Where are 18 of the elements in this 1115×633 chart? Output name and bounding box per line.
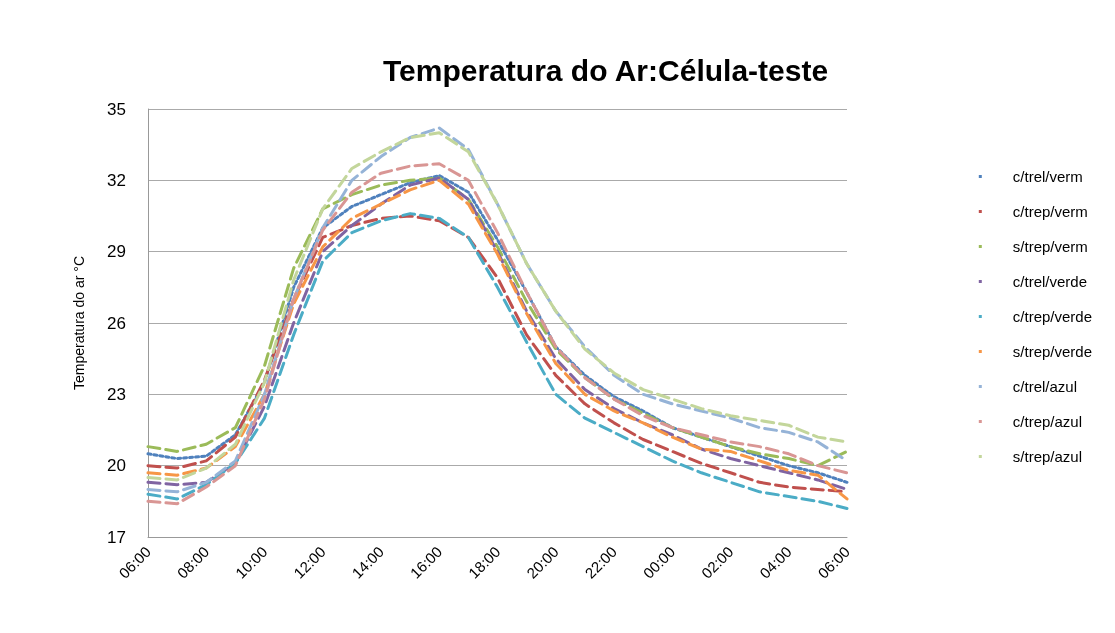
- legend-label: c/trel/verm: [1012, 168, 1083, 185]
- y-tick-label: 23: [107, 384, 126, 404]
- legend-label: c/trel/azul: [1012, 378, 1077, 395]
- y-tick-label: 26: [107, 313, 126, 333]
- y-tick-label: 20: [107, 456, 126, 476]
- legend-label: s/trep/verm: [1012, 238, 1088, 255]
- chart-title: Temperatura do Ar:Célula-teste: [383, 53, 829, 87]
- y-axis-title: Temperatura do ar °C: [71, 256, 87, 390]
- y-tick-label: 32: [107, 170, 126, 190]
- y-tick-label: 35: [107, 99, 126, 119]
- y-tick-label: 29: [107, 242, 126, 262]
- legend-label: s/trep/verde: [1012, 343, 1093, 360]
- legend-label: c/trep/azul: [1012, 413, 1082, 430]
- legend-label: s/trep/azul: [1012, 448, 1082, 465]
- legend-label: c/trel/verde: [1012, 273, 1087, 290]
- y-tick-label: 17: [107, 527, 126, 547]
- legend-label: c/trep/verde: [1012, 308, 1093, 325]
- legend-label: c/trep/verm: [1012, 203, 1088, 220]
